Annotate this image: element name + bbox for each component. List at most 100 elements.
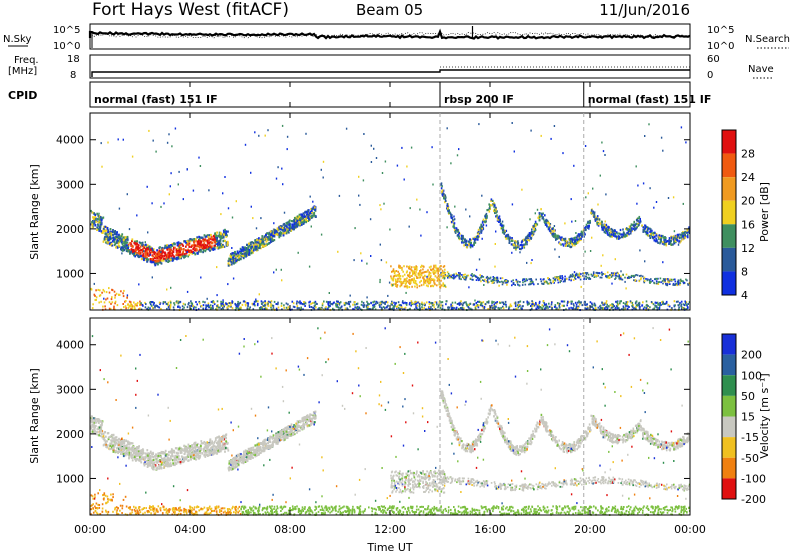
scatter-cell bbox=[227, 264, 230, 267]
scatter-cell bbox=[615, 231, 618, 234]
scatter-cell bbox=[186, 243, 188, 246]
scatter-cell bbox=[672, 284, 674, 286]
scatter-cell bbox=[427, 275, 429, 278]
scatter-cell bbox=[235, 200, 237, 203]
scatter-cell bbox=[128, 249, 131, 252]
scatter-cell bbox=[630, 301, 632, 304]
scatter-cell bbox=[604, 302, 606, 305]
scatter-cell bbox=[376, 302, 379, 304]
colorbar-segment bbox=[722, 130, 736, 154]
scatter-cell bbox=[613, 229, 615, 233]
scatter-cell bbox=[158, 255, 161, 258]
scatter-cell bbox=[210, 236, 213, 239]
scatter-cell bbox=[409, 283, 411, 285]
scatter-cell bbox=[530, 232, 532, 235]
scatter-cell bbox=[230, 304, 232, 307]
scatter-cell bbox=[99, 289, 101, 292]
noise-panel: N.Sky 10^5 10^0 10^5 10^0 N.Search bbox=[3, 23, 790, 52]
scatter-cell bbox=[483, 220, 486, 223]
scatter-cell bbox=[611, 303, 613, 306]
scatter-cell bbox=[279, 234, 281, 237]
scatter-cell bbox=[592, 272, 595, 275]
scatter-cell bbox=[412, 279, 415, 282]
scatter-cell bbox=[441, 271, 444, 274]
scatter-cell bbox=[657, 307, 659, 309]
scatter-cell bbox=[534, 212, 536, 215]
scatter-cell bbox=[162, 257, 165, 260]
scatter-cell bbox=[146, 185, 148, 188]
scatter-cell bbox=[258, 237, 260, 240]
scatter-cell bbox=[108, 287, 110, 290]
scatter-cell bbox=[427, 281, 430, 284]
scatter-cell bbox=[358, 306, 360, 309]
scatter-cell bbox=[450, 276, 452, 278]
scatter-cell bbox=[229, 302, 232, 304]
scatter-cell bbox=[628, 233, 630, 236]
scatter-cell bbox=[127, 306, 130, 309]
scatter-cell bbox=[637, 219, 639, 223]
scatter-cell bbox=[661, 242, 664, 245]
scatter-cell bbox=[456, 234, 459, 237]
scatter-cell bbox=[254, 304, 256, 307]
scatter-cell bbox=[627, 232, 629, 235]
scatter-cell bbox=[255, 300, 258, 303]
scatter-cell bbox=[338, 303, 341, 306]
scatter-cell bbox=[642, 226, 644, 229]
scatter-cell bbox=[165, 257, 168, 260]
scatter-cell bbox=[535, 278, 537, 281]
scatter-cell bbox=[488, 281, 490, 284]
scatter-cell bbox=[255, 227, 258, 230]
scatter-cell bbox=[141, 251, 144, 254]
scatter-cell bbox=[597, 223, 600, 226]
scatter-cell bbox=[665, 302, 668, 305]
scatter-cell bbox=[444, 268, 446, 271]
scatter-cell bbox=[318, 307, 320, 310]
scatter-cell bbox=[366, 262, 368, 265]
scatter-cell bbox=[102, 288, 105, 291]
scatter-cell bbox=[398, 280, 401, 283]
scatter-cell bbox=[277, 166, 279, 169]
scatter-cell bbox=[425, 270, 427, 273]
scatter-cell bbox=[201, 236, 204, 239]
scatter-cell bbox=[202, 247, 205, 250]
scatter-cell bbox=[315, 306, 317, 309]
scatter-cell bbox=[452, 277, 455, 280]
scatter-cell bbox=[296, 300, 298, 303]
scatter-cell bbox=[235, 305, 238, 308]
scatter-cell bbox=[489, 205, 491, 208]
scatter-cell bbox=[144, 243, 147, 246]
scatter-cell bbox=[106, 240, 109, 243]
scatter-cell bbox=[573, 164, 575, 167]
scatter-cell bbox=[114, 242, 117, 245]
scatter-cell bbox=[543, 280, 546, 283]
scatter-cell bbox=[129, 251, 131, 254]
scatter-cell bbox=[474, 306, 477, 309]
scatter-cell bbox=[411, 285, 413, 288]
scatter-cell bbox=[104, 236, 107, 239]
scatter-cell bbox=[521, 240, 523, 243]
scatter-cell bbox=[139, 307, 141, 310]
scatter-cell bbox=[103, 290, 106, 293]
scatter-cell bbox=[450, 216, 453, 219]
scatter-cell bbox=[167, 306, 170, 309]
scatter-cell bbox=[361, 300, 363, 303]
scatter-cell bbox=[578, 273, 580, 276]
scatter-cell bbox=[461, 307, 463, 310]
scatter-cell bbox=[584, 250, 586, 253]
scatter-cell bbox=[123, 240, 126, 244]
scatter-cell bbox=[195, 238, 197, 241]
scatter-cell bbox=[636, 304, 638, 307]
scatter-cell bbox=[167, 256, 170, 260]
scatter-cell bbox=[667, 197, 670, 199]
scatter-cell bbox=[500, 306, 502, 309]
scatter-cell bbox=[523, 245, 525, 248]
scatter-cell bbox=[452, 220, 454, 223]
scatter-cell bbox=[109, 228, 112, 231]
scatter-cell bbox=[574, 242, 577, 245]
scatter-cell bbox=[680, 280, 683, 282]
scatter-cell bbox=[519, 251, 521, 254]
scatter-cell bbox=[227, 262, 230, 265]
scatter-cell bbox=[331, 303, 334, 305]
scatter-cell bbox=[177, 254, 180, 257]
scatter-cell bbox=[154, 261, 157, 264]
